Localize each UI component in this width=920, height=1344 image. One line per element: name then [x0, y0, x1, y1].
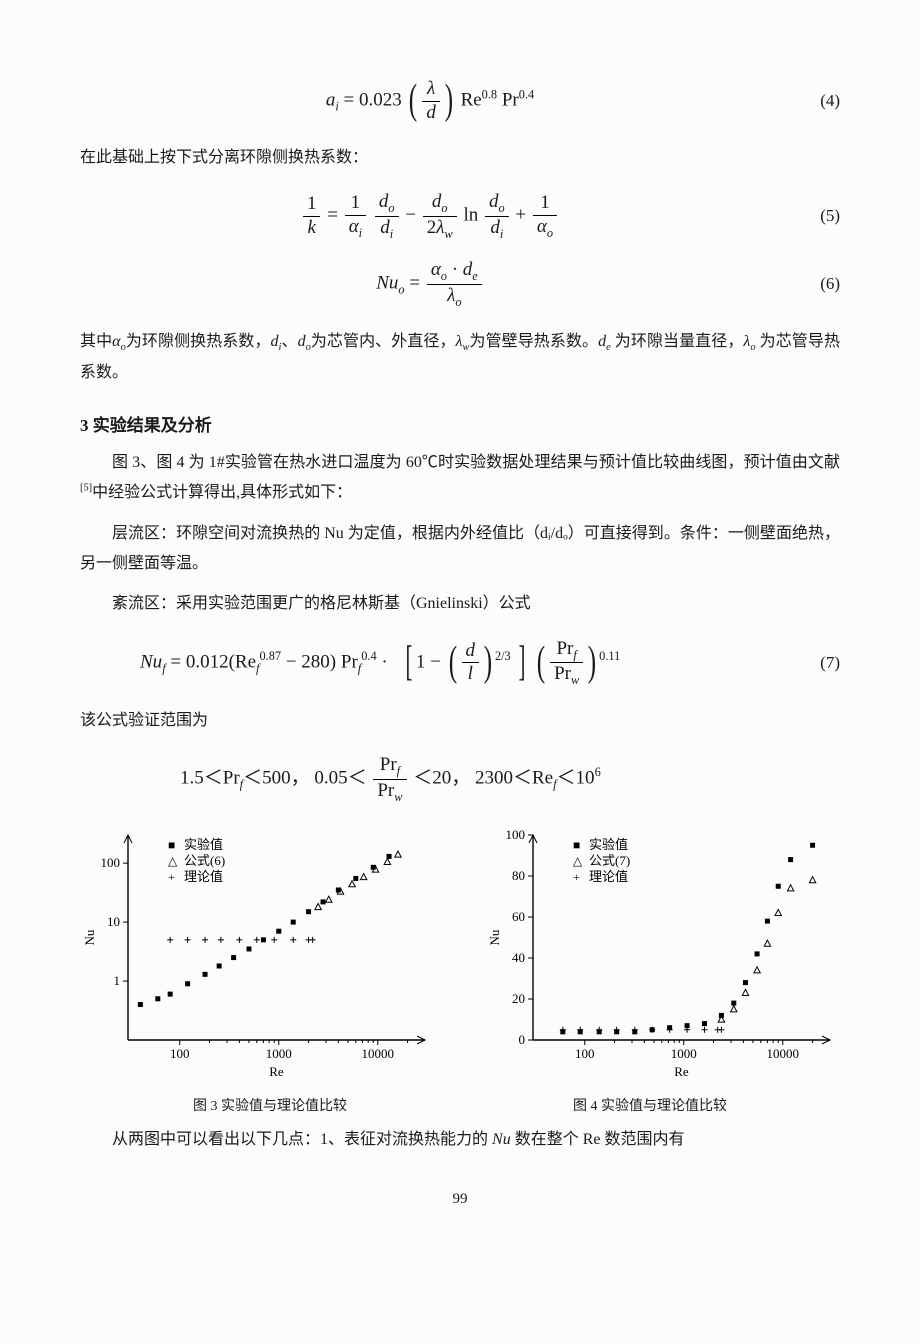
paragraph-after-eq6: 其中αo为环隙侧换热系数，di、do为芯管内、外直径，λw为管壁导热系数。de … [80, 327, 840, 388]
svg-text:公式(7): 公式(7) [589, 853, 630, 868]
svg-text:1000: 1000 [671, 1046, 697, 1061]
equation-6-body: Nuo = αo · deλo [376, 259, 484, 309]
svg-text:Re: Re [674, 1064, 689, 1079]
svg-text:+: + [573, 870, 580, 884]
page-number: 99 [80, 1191, 840, 1208]
equation-4: ai = 0.023 (λd) Re0.8 Pr0.4 (4) [80, 78, 840, 125]
figure-captions: 图 3 实验值与理论值比较 图 4 实验值与理论值比较 [80, 1095, 840, 1115]
svg-text:10000: 10000 [362, 1046, 395, 1061]
equation-6-number: (6) [780, 274, 840, 294]
svg-text:100: 100 [170, 1046, 190, 1061]
validity-range-body: 1.5＜Prf＜500， 0.05＜ PrfPrw ＜20， 2300＜Ref＜… [180, 754, 601, 804]
figure-3-caption: 图 3 实验值与理论值比较 [193, 1095, 347, 1115]
svg-text:10000: 10000 [767, 1046, 800, 1061]
final-paragraph: 从两图中可以看出以下几点：1、表征对流换热能力的 Nu 数在整个 Re 数范围内… [80, 1125, 840, 1155]
svg-text:△: △ [573, 854, 583, 868]
svg-text:100: 100 [575, 1046, 595, 1061]
svg-text:实验值: 实验值 [184, 837, 223, 852]
equation-7-number: (7) [780, 653, 840, 673]
figure-4-svg: 100 1000 10000 0 20 40 60 80 100 Re Nu ■ 实验值 △ 公式(7) + 理… [485, 825, 840, 1080]
svg-text:△: △ [168, 854, 178, 868]
svg-text:100: 100 [101, 855, 121, 870]
svg-text:1: 1 [114, 973, 121, 988]
svg-text:理论值: 理论值 [184, 869, 223, 884]
paragraph-after-eq4: 在此基础上按下式分离环隙侧换热系数： [80, 143, 840, 173]
svg-text:20: 20 [512, 991, 525, 1006]
charts-row: 100100010000110100ReNu■实验值△公式(6)+理论值 100… [80, 825, 840, 1085]
svg-text:+: + [168, 870, 175, 884]
equation-7: Nuf = 0.012(Ref0.87 − 280) Prf0.4 · [1 −… [80, 638, 840, 688]
svg-text:40: 40 [512, 950, 525, 965]
svg-text:Re: Re [269, 1064, 284, 1079]
svg-text:实验值: 实验值 [589, 837, 628, 852]
figure-4: 100 1000 10000 0 20 40 60 80 100 Re Nu ■ 实验值 △ 公式(7) + 理… [485, 825, 840, 1085]
validity-range: 1.5＜Prf＜500， 0.05＜ PrfPrw ＜20， 2300＜Ref＜… [80, 754, 840, 804]
equation-5: 1k = 1αi dodi − do2λw ln dodi + 1αo (5) [80, 191, 840, 241]
figure-4-caption: 图 4 实验值与理论值比较 [573, 1095, 727, 1115]
svg-text:100: 100 [506, 827, 526, 842]
figure-3-svg: 100 1000 10000 1 10 100 Re Nu ■ 实验值 △ 公式(6) + 理论值 [80, 825, 435, 1080]
equation-4-number: (4) [780, 91, 840, 111]
figure-3: 100 1000 10000 1 10 100 Re Nu ■ 实验值 △ 公式(6) + 理论值 [80, 825, 435, 1085]
paragraph-after-eq7: 该公式验证范围为 [80, 706, 840, 736]
equation-5-body: 1k = 1αi dodi − do2λw ln dodi + 1αo [301, 191, 559, 241]
svg-text:Nu: Nu [82, 929, 97, 945]
svg-text:1000: 1000 [266, 1046, 292, 1061]
svg-text:80: 80 [512, 868, 525, 883]
svg-text:公式(6): 公式(6) [184, 853, 225, 868]
equation-6: Nuo = αo · deλo (6) [80, 259, 840, 309]
equation-5-number: (5) [780, 206, 840, 226]
svg-text:60: 60 [512, 909, 525, 924]
svg-text:Nu: Nu [487, 929, 502, 945]
equation-4-body: ai = 0.023 (λd) Re0.8 Pr0.4 [326, 78, 534, 125]
svg-text:0: 0 [519, 1032, 526, 1047]
equation-7-body: Nuf = 0.012(Ref0.87 − 280) Prf0.4 · [1 −… [140, 638, 620, 688]
section-3-p3: 紊流区：采用实验范围更广的格尼林斯基（Gnielinski）公式 [80, 589, 840, 619]
svg-text:■: ■ [573, 838, 580, 852]
section-3-p2: 层流区：环隙空间对流换热的 Nu 为定值，根据内外经值比（dᵢ/dₒ）可直接得到… [80, 519, 840, 580]
svg-text:10: 10 [107, 914, 120, 929]
svg-text:■: ■ [168, 838, 175, 852]
svg-text:理论值: 理论值 [589, 869, 628, 884]
section-3-heading: 3 实验结果及分析 [80, 411, 840, 436]
section-3-p1: 图 3、图 4 为 1#实验管在热水进口温度为 60℃时实验数据处理结果与预计值… [80, 448, 840, 509]
